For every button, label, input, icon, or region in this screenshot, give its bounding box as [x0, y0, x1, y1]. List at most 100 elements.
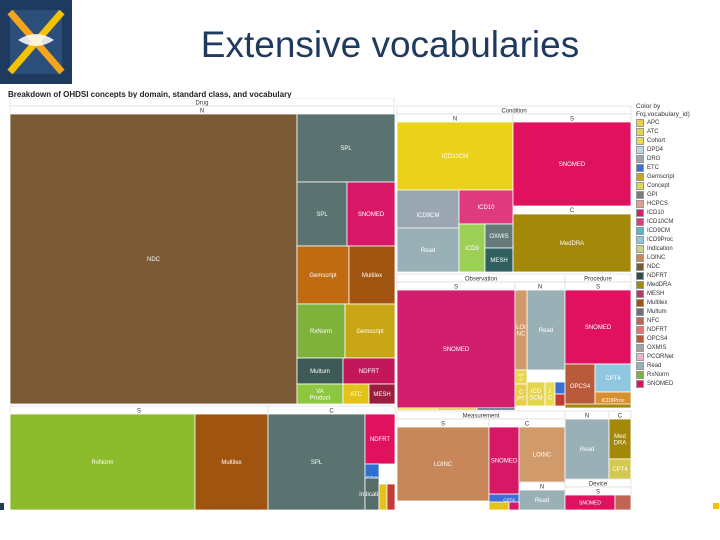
cell-label: OXMIS: [489, 234, 508, 240]
legend-label: RxNorm: [647, 371, 669, 378]
legend-swatch: [636, 163, 644, 172]
legend-item: LOINC: [636, 253, 716, 262]
cell-label-part: PT: [517, 396, 525, 402]
treemap-cell: [508, 501, 520, 510]
legend-item: NFC: [636, 316, 716, 325]
legend-swatch: [636, 226, 644, 235]
cell-label: ICD SCM: [529, 389, 542, 401]
legend-item: PCORNet: [636, 352, 716, 361]
legend-item: Concept: [636, 181, 716, 190]
legend-item: ETC: [636, 163, 716, 172]
cell-label: CPT4: [612, 467, 628, 473]
class-header-measurement-n: N: [540, 484, 544, 490]
legend-item: NDC: [636, 262, 716, 271]
cell-label: Read: [421, 248, 435, 254]
legend-swatch: [636, 235, 644, 244]
treemap-cell: [476, 407, 516, 411]
legend-label: NDC: [647, 263, 660, 270]
cell-label-part: C: [519, 390, 524, 396]
cell-label: VA Product: [310, 389, 331, 401]
cell-label: NDFRT: [359, 369, 380, 375]
legend-label: DPD4: [647, 146, 664, 153]
legend-item: MESH: [636, 289, 716, 298]
chart-title: Breakdown of OHDSI concepts by domain, s…: [8, 90, 292, 99]
treemap-cell: [564, 418, 610, 480]
legend-swatch: [636, 136, 644, 145]
cell-label: SNOMED: [358, 212, 385, 218]
treemap-cell: [396, 121, 514, 191]
slide-title: Extensive vocabularies: [200, 24, 580, 65]
legend-label: ICD10CM: [647, 218, 674, 225]
legend-label: ICD9Proc: [647, 236, 674, 243]
cell-label-part: Med: [614, 434, 626, 440]
legend-swatch: [636, 325, 644, 334]
treemap-cell: [512, 121, 632, 207]
legend-swatch: [636, 253, 644, 262]
legend-label: Multum: [647, 308, 667, 315]
cell-label: SNOMED: [585, 325, 612, 331]
legend-swatch: [636, 208, 644, 217]
treemap-cell: [458, 223, 486, 273]
domain-header-observation: Observation: [465, 276, 497, 282]
legend-swatch: [636, 343, 644, 352]
legend-label: DRG: [647, 155, 661, 162]
treemap-cell: [344, 303, 396, 359]
cell-label: ICD9: [465, 246, 479, 252]
legend-swatch: [636, 307, 644, 316]
legend-swatch: [636, 154, 644, 163]
cell-label: Gemscript: [309, 273, 337, 279]
legend-item: NDFRT: [636, 325, 716, 334]
cell-label: SPL: [316, 212, 328, 218]
cell-label-part: NC: [517, 331, 526, 337]
legend-label: MedDRA: [647, 281, 672, 288]
cell-label: Read: [535, 498, 549, 504]
domain-header-drug: Drug: [195, 100, 208, 106]
legend-item: NDFRT: [636, 271, 716, 280]
legend-label: APC: [647, 119, 660, 126]
treemap-cell: [296, 113, 396, 183]
treemap-cell: [488, 426, 520, 495]
slide-accent-right: [713, 503, 719, 509]
cell-label: Multilex: [221, 460, 241, 466]
slide-accent-left: [0, 503, 4, 510]
cell-label: Indication: [359, 492, 385, 498]
treemap-cell: [9, 113, 298, 405]
cell-label: ICD10: [477, 205, 495, 211]
legend-label: NDFRT: [647, 326, 668, 333]
class-header-condition-n: N: [453, 116, 457, 122]
treemap-cell: [9, 413, 196, 510]
legend-swatch: [636, 289, 644, 298]
treemap-cell: [364, 413, 396, 465]
legend-label: Multilex: [647, 299, 668, 306]
legend-swatch: [636, 190, 644, 199]
legend-label: PCORNet: [647, 353, 674, 360]
cell-label: NDFRT: [370, 437, 391, 443]
legend-item: DPD4: [636, 145, 716, 154]
cell-label: ATC: [350, 392, 362, 398]
legend-header-line2: Frq.vocabulary_id): [636, 110, 690, 118]
legend-item: HCPCS: [636, 199, 716, 208]
legend-swatch: [636, 199, 644, 208]
cell-label: SPL: [311, 460, 323, 466]
legend-label: SNOMED: [647, 380, 674, 387]
cell-label: SNOMED: [443, 347, 470, 353]
cell-label: LOINC: [434, 462, 453, 468]
domain-header-device: Device: [589, 481, 608, 487]
cell-label: SNOMED: [559, 162, 586, 168]
legend-items: APC ATC Cohort DPD4 DRG ETC Gemscript Concept GP…: [636, 118, 716, 388]
cell-label: ICD9CM: [416, 213, 439, 219]
treemap-cell: [436, 407, 478, 411]
class-header-misc-n: N: [585, 413, 589, 419]
treemap-cell: [348, 245, 396, 305]
cell-label: MedDRA: [560, 241, 584, 247]
legend-swatch: [636, 370, 644, 379]
legend-swatch: [636, 361, 644, 370]
treemap-cell: [386, 483, 396, 510]
legend-item: ATC: [636, 127, 716, 136]
condition-c-marker: C: [570, 208, 575, 214]
legend-swatch: [636, 334, 644, 343]
legend-label: GPI: [647, 191, 658, 198]
treemap-cell: [564, 289, 632, 365]
